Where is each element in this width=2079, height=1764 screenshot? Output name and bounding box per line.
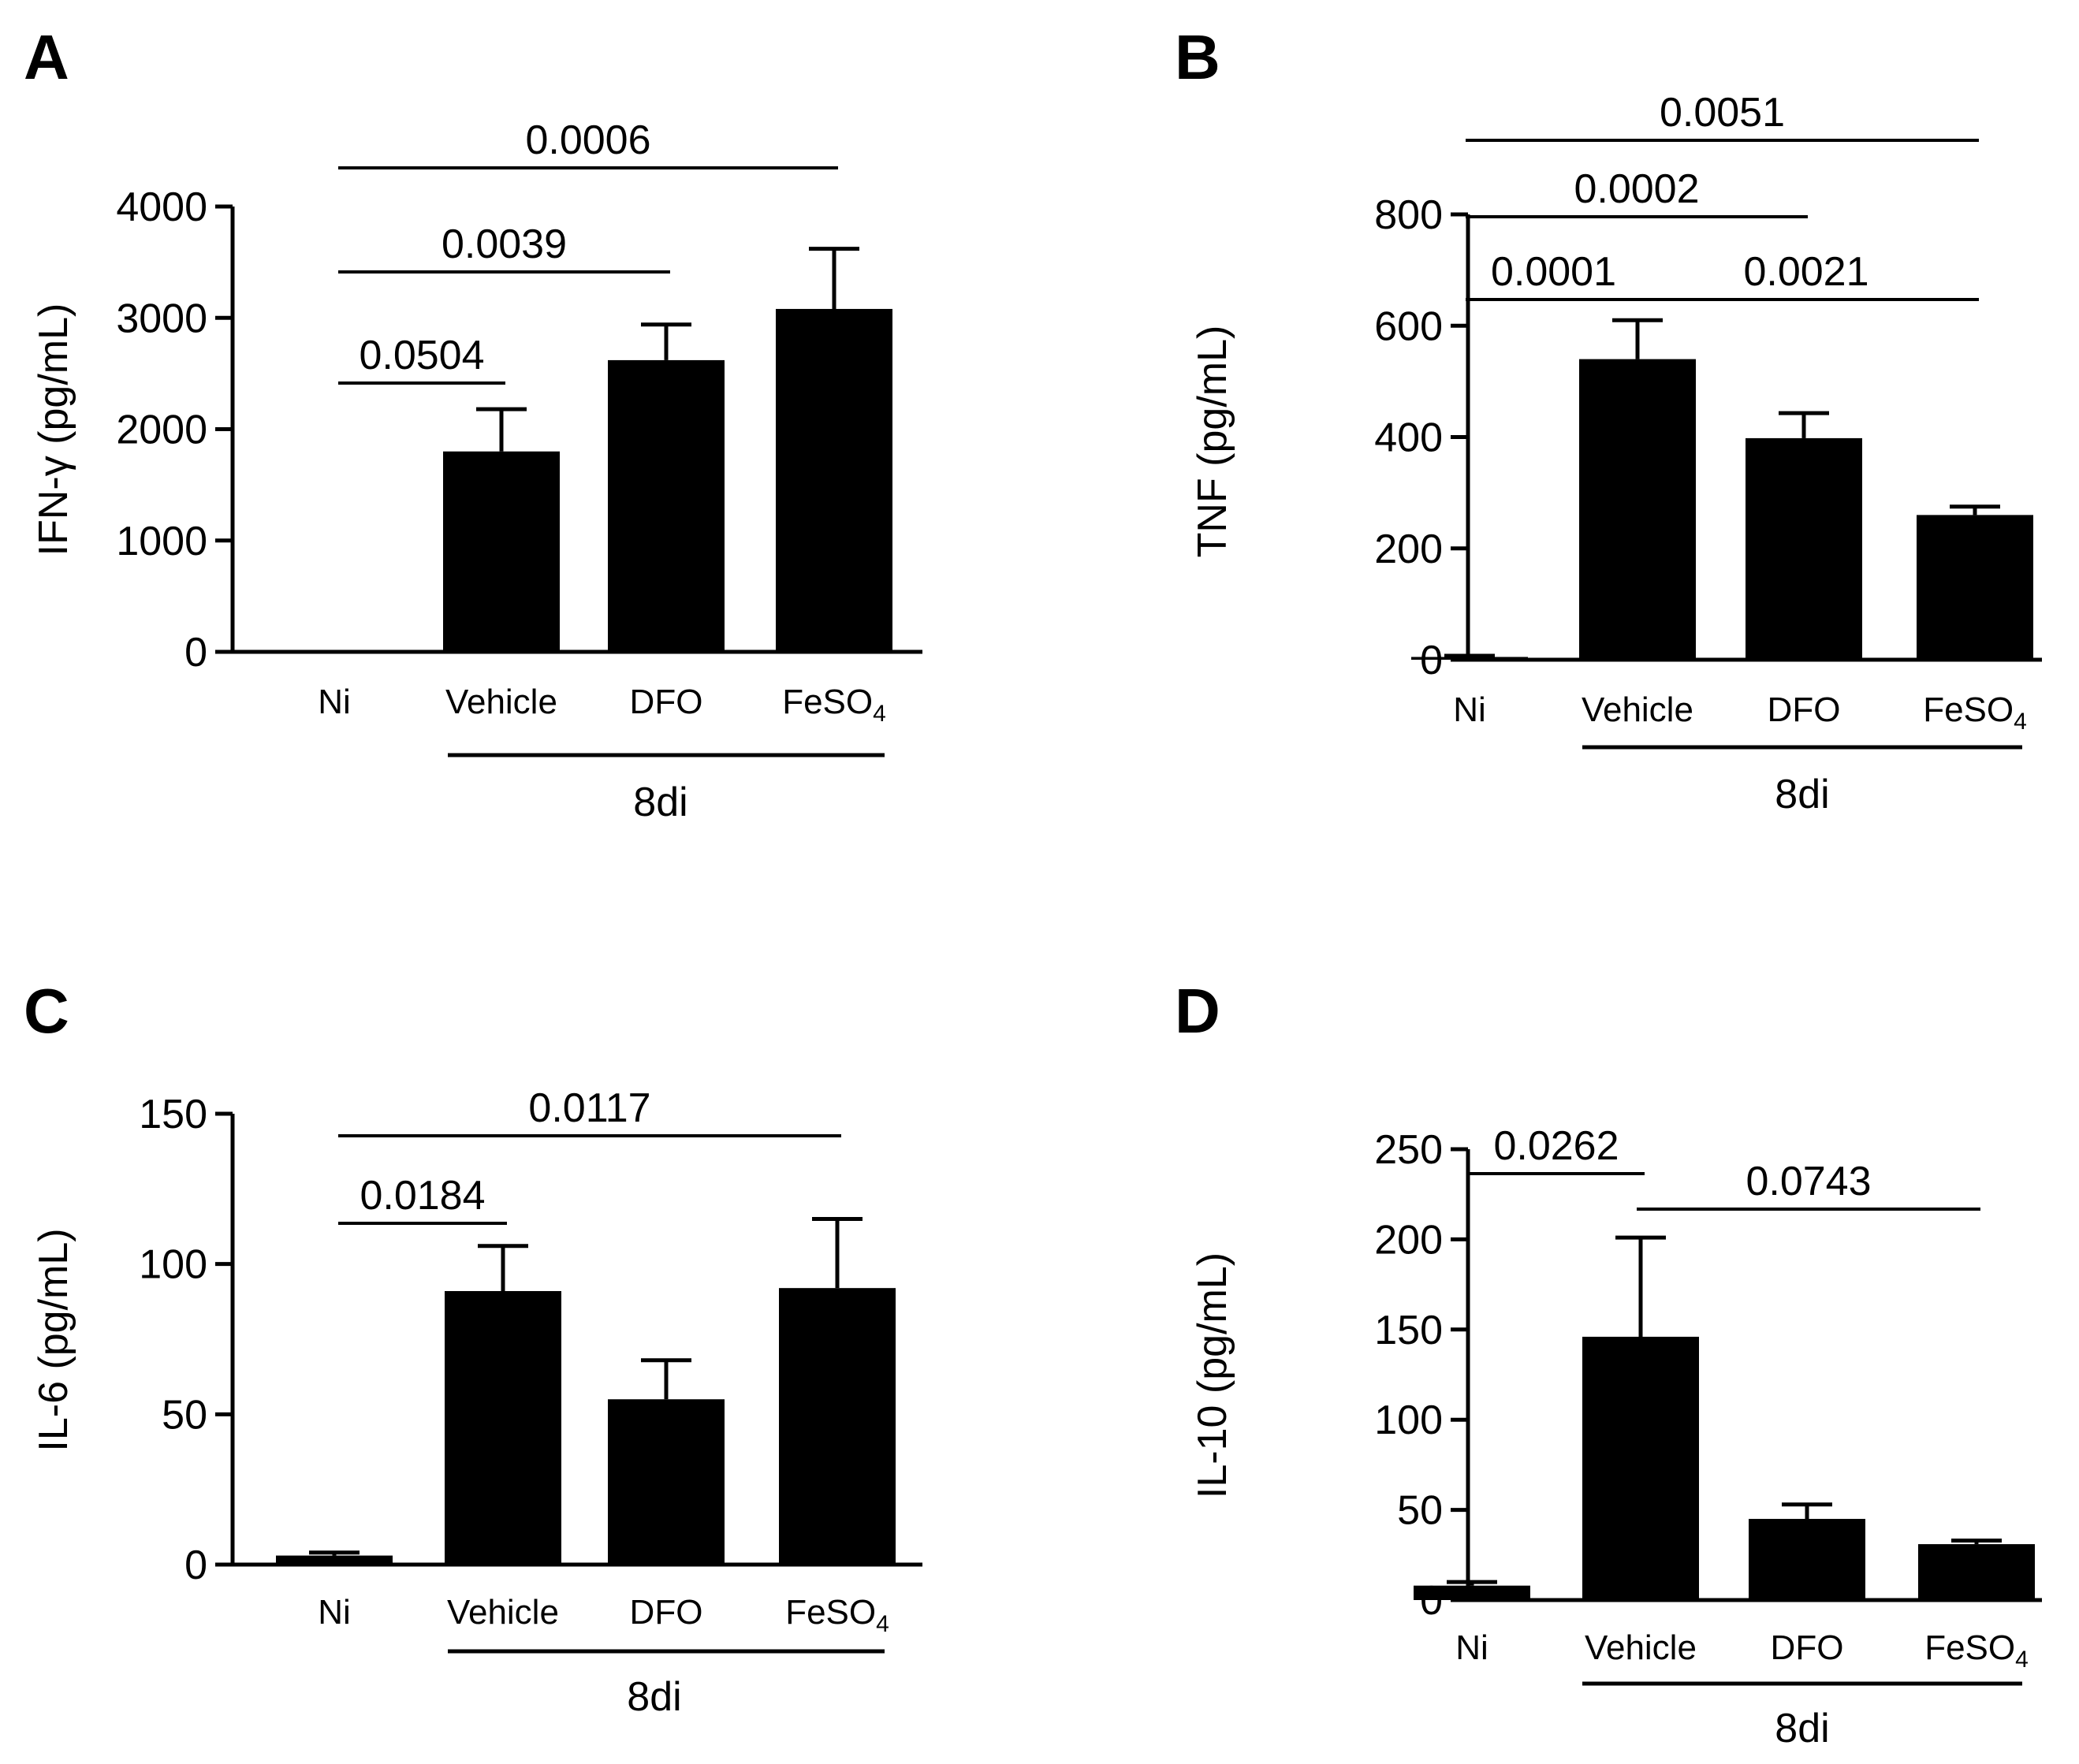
y-tick-label: 3000 [116,296,207,341]
x-tick-label: Vehicle [1582,690,1693,729]
y-tick-label: 250 [1374,1127,1443,1173]
group-label: 8di [627,1674,681,1720]
panel-label: B [1175,22,1220,92]
p-value-label: 0.0184 [360,1173,485,1219]
y-tick-label: 400 [1374,415,1443,461]
y-tick-label: 200 [1374,527,1443,572]
group-label: 8di [1775,1706,1829,1751]
bar-dfo [608,1399,725,1565]
group-label: 8di [1775,772,1829,817]
x-tick-label: Vehicle [445,683,557,721]
x-tick-label: FeSO4 [782,683,886,727]
x-tick-label: FeSO4 [1924,1628,2029,1673]
y-axis-label: IL-10 (pg/mL) [1190,1252,1235,1498]
y-axis-label: TNF (pg/mL) [1190,326,1235,558]
bar-feso4 [776,308,892,652]
y-tick-label: 600 [1374,303,1443,349]
bar-dfo [608,359,725,652]
p-value-label: 0.0001 [1491,249,1616,295]
bar-feso4 [1918,1544,2035,1600]
y-tick-label: 150 [1374,1308,1443,1353]
bar-feso4 [779,1288,896,1565]
y-tick-label: 0 [184,1543,207,1588]
bar-dfo [1749,1519,1865,1600]
p-value-label: 0.0021 [1743,249,1868,295]
bar-ni [1414,1585,1530,1600]
p-value-label: 0.0051 [1660,90,1785,136]
chart-panel-a: A 0 1000 2000 3000 4000 IFN-γ (pg/mL) Ni Vehicle… [24,22,922,825]
p-value-label: 0.0039 [442,221,567,267]
panel-label: A [24,22,69,92]
y-tick-label: 0 [1420,638,1443,683]
y-tick-label: 0 [1420,1578,1443,1624]
x-tick-label: DFO [630,1593,703,1632]
chart-panel-c: C 0 50 100 150 IL-6 (pg/mL) Ni Vehicle DFO FeSO4 0… [24,976,922,1720]
y-tick-label: 200 [1374,1217,1443,1263]
y-tick-label: 0 [184,630,207,675]
y-axis-label: IL-6 (pg/mL) [31,1228,76,1451]
p-value-label: 0.0002 [1574,166,1699,212]
bar-ni [1411,657,1528,660]
x-tick-label: Ni [1455,1628,1488,1667]
y-axis-label: IFN-γ (pg/mL) [31,303,76,556]
bar-vehicle [443,451,560,652]
x-tick-label: Vehicle [447,1593,559,1632]
chart-panel-d: D 0 50 100 150 200 250 IL-10 (pg/mL) Ni Vehicle DF… [1175,976,2042,1751]
y-tick-label: 100 [1374,1397,1443,1443]
y-tick-label: 50 [1397,1488,1443,1534]
bar-dfo [1746,437,1862,660]
y-tick-label: 50 [162,1392,207,1438]
x-tick-label: DFO [630,683,703,721]
y-tick-label: 150 [139,1092,207,1137]
group-label: 8di [633,780,687,825]
x-tick-label: FeSO4 [785,1593,889,1637]
p-value-label: 0.0504 [359,333,484,378]
p-value-label: 0.0117 [528,1085,650,1131]
x-tick-label: Ni [1453,690,1486,729]
p-value-label: 0.0743 [1746,1159,1871,1204]
x-tick-label: Ni [318,1593,351,1632]
x-tick-label: Vehicle [1585,1628,1697,1667]
x-tick-label: DFO [1771,1628,1844,1667]
bar-vehicle [445,1290,561,1565]
x-tick-label: FeSO4 [1923,690,2027,735]
bar-feso4 [1917,515,2033,660]
y-tick-label: 1000 [116,519,207,564]
x-tick-label: DFO [1768,690,1841,729]
x-tick-label: Ni [318,683,351,721]
y-tick-label: 2000 [116,408,207,453]
p-value-label: 0.0006 [525,117,650,163]
y-tick-label: 800 [1374,192,1443,238]
p-value-label: 0.0262 [1493,1123,1619,1169]
bar-ni [276,1555,393,1565]
bar-vehicle [1579,359,1696,660]
chart-panel-b: B 0 200 400 600 800 TNF (pg/mL) Ni Vehicle DFO FeS… [1175,22,2042,817]
bar-vehicle [1582,1336,1699,1600]
panel-label: D [1175,976,1220,1046]
y-tick-label: 4000 [116,184,207,230]
panel-label: C [24,976,69,1046]
y-tick-label: 100 [139,1242,207,1288]
